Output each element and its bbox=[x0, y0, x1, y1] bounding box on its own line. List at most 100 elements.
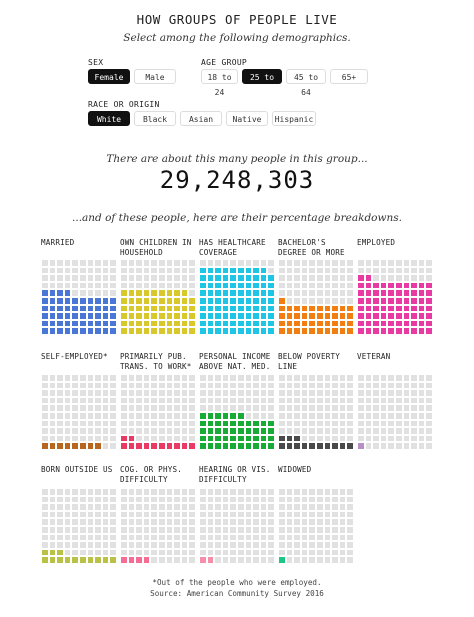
waffle-cell bbox=[142, 488, 151, 496]
waffle-cell bbox=[157, 304, 166, 313]
waffle-cell bbox=[109, 389, 117, 397]
waffle-cell bbox=[71, 319, 79, 328]
sex-option-female[interactable]: Female bbox=[88, 69, 130, 84]
waffle-cell bbox=[78, 434, 87, 443]
waffle-cell bbox=[94, 442, 102, 450]
waffle-cell bbox=[86, 495, 95, 504]
waffle-cell bbox=[63, 533, 72, 542]
waffle-cell bbox=[236, 389, 245, 397]
waffle-cell bbox=[387, 266, 395, 275]
waffle-cell bbox=[410, 312, 418, 320]
waffle-cell bbox=[101, 404, 110, 412]
race-option-asian[interactable]: Asian bbox=[180, 111, 222, 126]
waffle-cell bbox=[150, 266, 158, 275]
waffle-cell bbox=[285, 510, 294, 519]
waffle-cell bbox=[71, 289, 79, 297]
waffle-cell bbox=[293, 541, 301, 549]
waffle-cell bbox=[157, 510, 166, 519]
race-option-hispanic[interactable]: Hispanic bbox=[272, 111, 316, 126]
waffle-cell bbox=[63, 556, 72, 564]
waffle-cell bbox=[236, 495, 245, 504]
waffle-cell bbox=[165, 411, 174, 420]
waffle-cell bbox=[331, 510, 339, 519]
waffle-cell bbox=[315, 525, 324, 534]
waffle-cell bbox=[101, 434, 110, 443]
waffle-grid bbox=[41, 374, 117, 450]
waffle-cell bbox=[278, 442, 286, 450]
waffle-cell bbox=[357, 419, 365, 428]
age-option-25-44[interactable]: 25 to 44 bbox=[242, 69, 282, 97]
waffle-cell bbox=[150, 381, 158, 390]
waffle-cell bbox=[259, 304, 268, 313]
race-option-white[interactable]: White bbox=[88, 111, 130, 126]
waffle-cell bbox=[206, 442, 215, 450]
waffle-cell bbox=[364, 259, 373, 267]
waffle-cell bbox=[180, 281, 189, 290]
waffle-cell bbox=[56, 442, 64, 450]
waffle-cell bbox=[142, 525, 151, 534]
waffle-cell bbox=[56, 396, 64, 405]
waffle-cell bbox=[173, 488, 181, 496]
waffle-cell bbox=[285, 427, 294, 435]
waffle-cell bbox=[402, 389, 411, 397]
waffle-cell bbox=[402, 319, 411, 328]
waffle-cell bbox=[308, 548, 316, 557]
waffle-cell bbox=[206, 312, 215, 320]
waffle-cell bbox=[244, 548, 253, 557]
waffle-cell bbox=[78, 374, 87, 382]
waffle-cell bbox=[165, 510, 174, 519]
waffle-cell bbox=[259, 541, 268, 549]
waffle-cell bbox=[71, 427, 79, 435]
waffle-cell bbox=[338, 296, 347, 305]
waffle-cell bbox=[338, 518, 347, 526]
age-option-45-64[interactable]: 45 to 64 bbox=[286, 69, 326, 97]
waffle-cell bbox=[372, 312, 380, 320]
waffle-cell bbox=[244, 525, 253, 534]
waffle-cell bbox=[63, 259, 72, 267]
waffle-label: COG. OR PHYS. DIFFICULTY bbox=[120, 465, 183, 484]
waffle-cell bbox=[214, 427, 222, 435]
waffle-cell bbox=[364, 396, 373, 405]
waffle-cell bbox=[127, 319, 136, 328]
waffle-cell bbox=[285, 404, 294, 412]
waffle-cell bbox=[357, 434, 365, 443]
waffle-cell bbox=[394, 442, 403, 450]
waffle-cell bbox=[323, 419, 332, 428]
waffle-cell bbox=[331, 488, 339, 496]
waffle-cell bbox=[278, 312, 286, 320]
waffle-cell bbox=[86, 381, 95, 390]
age-option-18-24[interactable]: 18 to 24 bbox=[201, 69, 238, 97]
waffle-cell bbox=[188, 327, 196, 335]
waffle-cell bbox=[86, 434, 95, 443]
race-option-native[interactable]: Native bbox=[226, 111, 268, 126]
waffle-cell bbox=[331, 296, 339, 305]
sex-option-male[interactable]: Male bbox=[134, 69, 176, 84]
waffle-cell bbox=[300, 274, 309, 282]
waffle-cell bbox=[331, 289, 339, 297]
waffle-cell bbox=[308, 389, 316, 397]
waffle-cell bbox=[120, 304, 128, 313]
waffle-cell bbox=[165, 289, 174, 297]
waffle-cell bbox=[323, 296, 332, 305]
waffle-cell bbox=[259, 442, 268, 450]
waffle-cell bbox=[188, 427, 196, 435]
waffle-cell bbox=[165, 259, 174, 267]
waffle-cell bbox=[206, 419, 215, 428]
waffle-cell bbox=[252, 419, 260, 428]
waffle-cell bbox=[86, 548, 95, 557]
waffle-cell bbox=[120, 296, 128, 305]
waffle-cell bbox=[346, 296, 354, 305]
race-option-black[interactable]: Black bbox=[134, 111, 176, 126]
waffle-cell bbox=[127, 556, 136, 564]
waffle-cell bbox=[308, 434, 316, 443]
waffle-cell bbox=[48, 381, 57, 390]
waffle-cell bbox=[94, 556, 102, 564]
waffle-cell bbox=[71, 533, 79, 542]
waffle-cell bbox=[150, 319, 158, 328]
waffle-cell bbox=[63, 518, 72, 526]
waffle-cell bbox=[394, 411, 403, 420]
waffle-cell bbox=[199, 404, 207, 412]
waffle-cell bbox=[214, 281, 222, 290]
age-option-65-plus[interactable]: 65+ bbox=[330, 69, 368, 84]
waffle-cell bbox=[101, 289, 110, 297]
